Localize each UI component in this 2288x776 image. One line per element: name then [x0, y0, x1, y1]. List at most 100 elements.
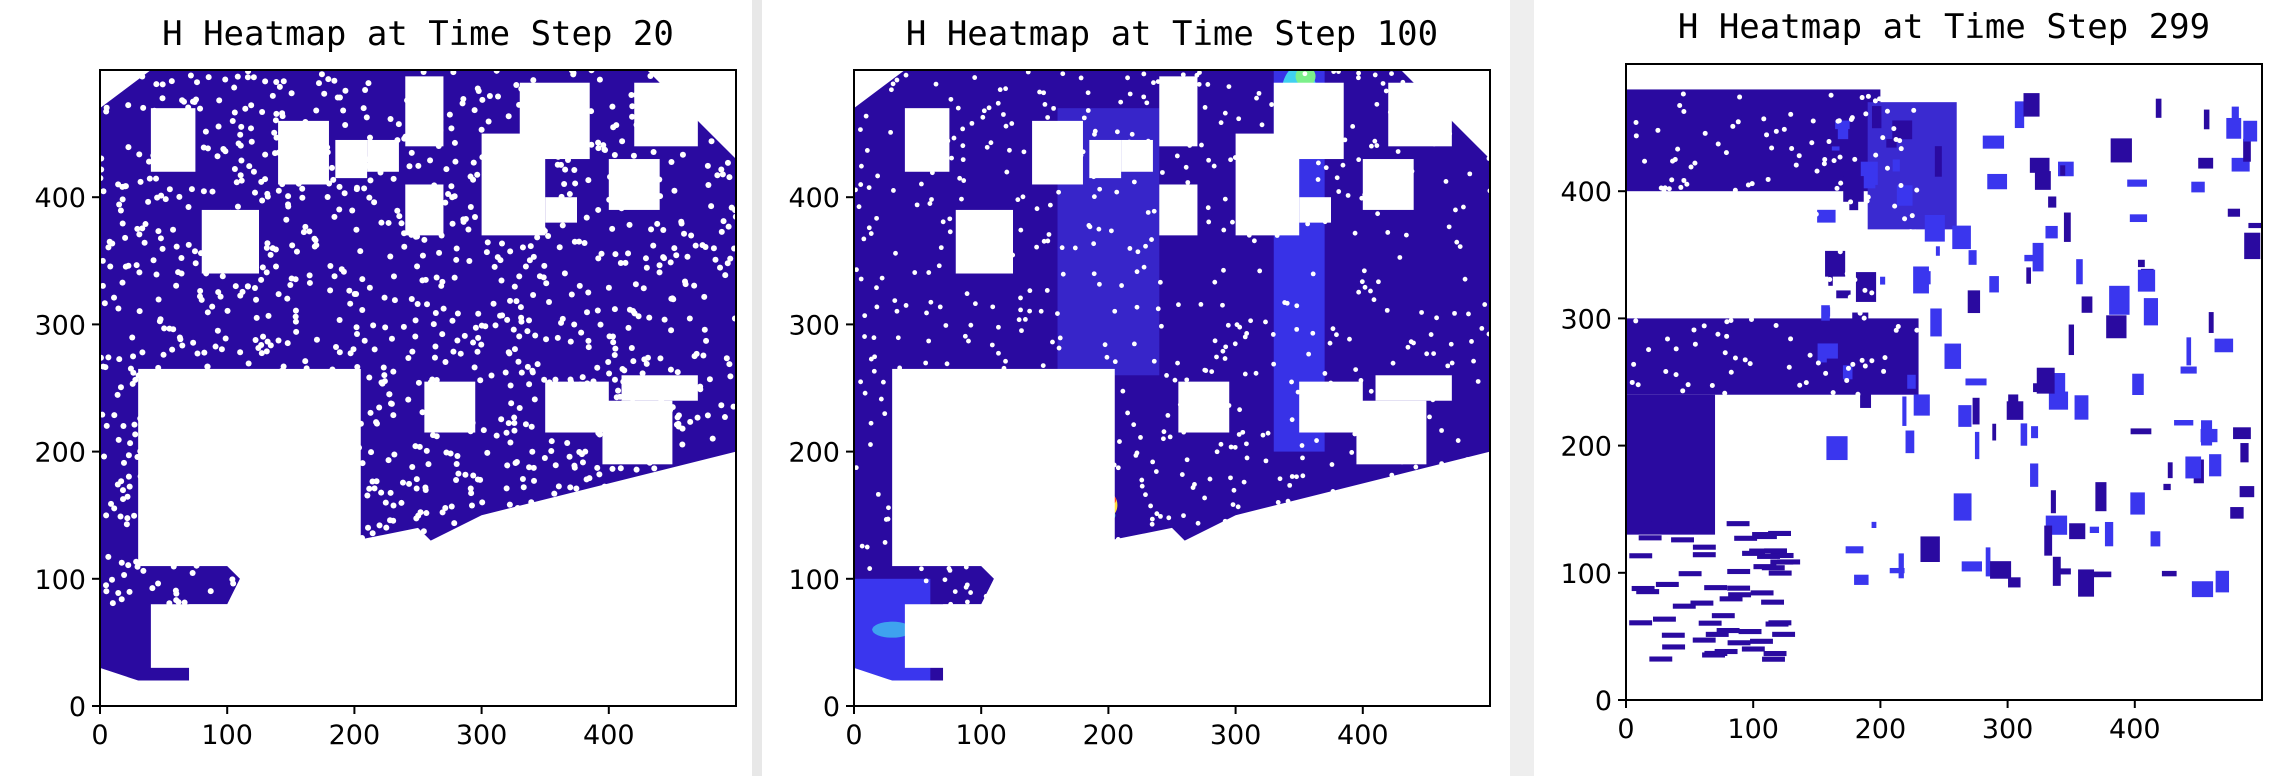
- heatmap-cell: [448, 183, 455, 190]
- heatmap-cell: [1037, 89, 1042, 95]
- heatmap-cell: [996, 324, 1001, 330]
- heatmap-cell: [598, 250, 605, 257]
- heatmap-cell: [684, 253, 691, 260]
- heatmap-cell: [940, 219, 946, 225]
- heatmap-cell: [1908, 304, 1914, 310]
- heatmap-cell: [1448, 341, 1454, 347]
- heatmap-cell: [359, 276, 366, 283]
- heatmap-cell: [611, 152, 618, 159]
- heatmap-cell: [1359, 279, 1365, 285]
- heatmap-cell: [1141, 94, 1147, 100]
- heatmap-cell: [381, 294, 388, 301]
- heatmap-cell: [159, 81, 166, 88]
- heatmap-cell: [1134, 304, 1140, 310]
- heatmap-cell: [2020, 423, 2028, 446]
- heatmap-cell: [903, 303, 909, 308]
- heatmap-cell: [700, 352, 707, 359]
- x-tick-label: 400: [1337, 720, 1389, 751]
- heatmap-cell: [1735, 119, 1741, 125]
- heatmap-cell: [2200, 428, 2218, 443]
- heatmap-cell: [605, 284, 612, 291]
- heatmap-cell: [871, 335, 877, 341]
- heatmap-cell: [275, 337, 282, 344]
- x-tick-label: 200: [329, 720, 381, 751]
- heatmap-cell: [1445, 363, 1451, 369]
- heatmap-cell: [609, 465, 616, 472]
- heatmap-cell: [238, 177, 245, 184]
- heatmap-cell: [293, 248, 300, 255]
- heatmap-cell: [630, 308, 637, 315]
- heatmap-cell: [125, 452, 132, 459]
- heatmap-cell: [140, 104, 147, 111]
- heatmap-cell: [629, 113, 636, 120]
- heatmap-cell: [1374, 101, 1380, 107]
- heatmap-cell: [579, 374, 586, 381]
- heatmap-cell: [357, 248, 364, 255]
- heatmap-cell: [353, 186, 360, 193]
- heatmap-cell: [731, 315, 736, 322]
- heatmap-cell: [611, 306, 618, 313]
- heatmap-cell: [1692, 637, 1716, 643]
- heatmap-cell: [1185, 180, 1191, 185]
- heatmap-cell: [454, 337, 461, 344]
- heatmap-cell: [856, 204, 862, 210]
- heatmap-cell: [1434, 315, 1439, 321]
- heatmap-cell: [201, 209, 259, 274]
- heatmap-cell: [1400, 70, 1490, 160]
- heatmap-cell: [2032, 242, 2044, 272]
- heatmap-cell: [2024, 254, 2034, 262]
- heatmap-cell: [366, 194, 373, 201]
- heatmap-cell: [594, 464, 601, 471]
- heatmap-cell: [1097, 186, 1103, 192]
- heatmap-cell: [1085, 108, 1091, 113]
- heatmap-cell: [511, 414, 518, 421]
- heatmap-cell: [109, 576, 116, 583]
- plot-frame: [853, 69, 1491, 707]
- x-tick-label: 0: [845, 720, 862, 751]
- heatmap-cell: [388, 335, 395, 342]
- heatmap-cell: [545, 233, 552, 240]
- heatmap-cell: [904, 108, 950, 172]
- heatmap-cell: [596, 431, 603, 438]
- heatmap-cell: [449, 220, 456, 227]
- heatmap-cell: [1091, 271, 1097, 277]
- heatmap-cell: [188, 186, 195, 193]
- heatmap-cell: [237, 142, 244, 149]
- heatmap-cell: [405, 354, 412, 361]
- heatmap-cell: [330, 176, 337, 183]
- heatmap-cell: [1439, 428, 1444, 433]
- heatmap-cell: [1015, 197, 1021, 203]
- heatmap-cell: [1728, 369, 1734, 375]
- heatmap-cell: [238, 123, 245, 130]
- heatmap-cell: [507, 382, 514, 389]
- x-tick-label: 100: [201, 720, 253, 751]
- heatmap-cell: [2110, 138, 2132, 163]
- heatmap-cell: [1823, 370, 1829, 376]
- heatmap-cell: [505, 113, 512, 120]
- heatmap-cell: [682, 281, 689, 288]
- heatmap-cell: [263, 348, 270, 355]
- heatmap-cell: [1814, 168, 1820, 174]
- heatmap-cell: [1803, 380, 1809, 386]
- heatmap-cell: [1871, 521, 1877, 529]
- heatmap-cell: [1206, 157, 1212, 163]
- heatmap-cell: [878, 396, 884, 402]
- heatmap-cell: [406, 480, 413, 487]
- heatmap-cell: [1223, 344, 1229, 350]
- heatmap-cell: [341, 190, 348, 197]
- heatmap-cell: [452, 158, 459, 165]
- heatmap-cell: [1884, 165, 1890, 171]
- heatmap-cell: [1903, 96, 1909, 102]
- heatmap-cell: [704, 412, 711, 419]
- heatmap-cell: [1765, 244, 1771, 250]
- heatmap-cell: [491, 263, 498, 270]
- heatmap-cell: [1788, 336, 1794, 342]
- heatmap-cell: [628, 344, 635, 351]
- heatmap-cell: [336, 183, 343, 190]
- heatmap-cell: [1864, 198, 1870, 204]
- heatmap-cell: [1131, 341, 1137, 347]
- heatmap-cell: [708, 203, 715, 210]
- heatmap-cell: [1403, 232, 1409, 238]
- heatmap-cell: [1724, 333, 1730, 339]
- heatmap-cell: [1742, 296, 1748, 302]
